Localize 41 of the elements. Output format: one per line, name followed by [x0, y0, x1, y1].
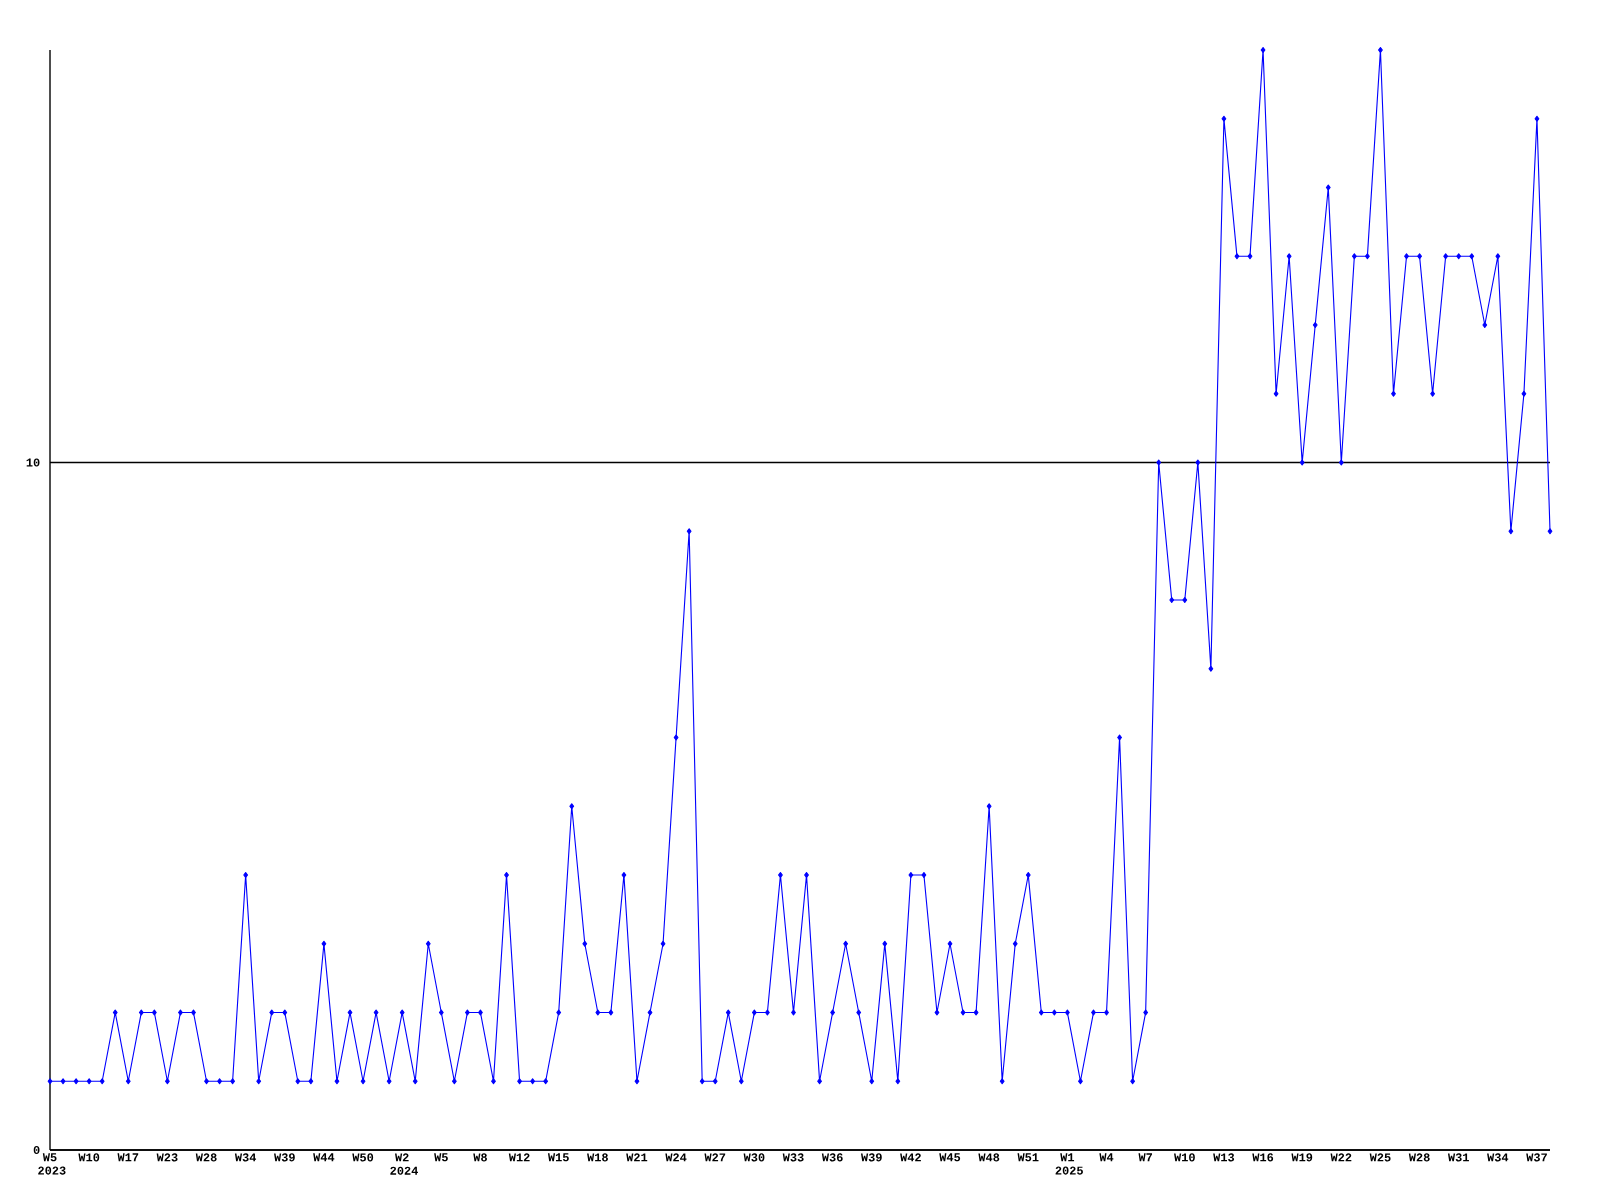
x-tick-label: W22 — [1330, 1153, 1352, 1162]
x-tick-label: W51 — [1017, 1153, 1039, 1162]
x-tick-label: W10 — [1174, 1153, 1195, 1162]
x-tick-label: W31 — [1447, 1153, 1469, 1162]
x-tick-label: W4 — [1099, 1153, 1114, 1162]
x-tick-label: W17 — [117, 1153, 139, 1162]
x-tick-label: W39 — [274, 1153, 295, 1162]
x-tick-label: W15 — [547, 1153, 569, 1162]
x-tick-label: W21 — [626, 1153, 648, 1162]
x-tick-label: W1 2025 — [1055, 1153, 1083, 1175]
x-tick-label: W16 — [1252, 1153, 1274, 1162]
x-tick-label: W25 — [1369, 1153, 1391, 1162]
x-tick-label: W12 — [508, 1153, 530, 1162]
x-tick-label: W18 — [587, 1153, 608, 1162]
x-tick-label: W33 — [782, 1153, 804, 1162]
x-tick-label: W19 — [1291, 1153, 1313, 1162]
x-tick-label: W27 — [704, 1153, 726, 1162]
x-tick-label: W42 — [900, 1153, 921, 1162]
x-tick-label: W23 — [156, 1153, 178, 1162]
x-tick-label: W8 — [473, 1153, 487, 1162]
x-tick-label: W28 — [1408, 1153, 1430, 1162]
x-tick-label: W5 — [434, 1153, 448, 1162]
x-tick-label: W30 — [743, 1153, 765, 1162]
x-tick-label: W36 — [821, 1153, 843, 1162]
x-tick-label: W5 2023 — [38, 1153, 66, 1175]
y-tick-label: 10 — [26, 458, 40, 467]
x-tick-label: W34 — [1487, 1153, 1509, 1162]
x-tick-label: W37 — [1526, 1153, 1547, 1162]
x-tick-label: W2 2024 — [390, 1153, 418, 1175]
x-tick-label: W13 — [1213, 1153, 1235, 1162]
x-tick-label: W44 — [313, 1153, 335, 1162]
x-tick-label: W24 — [665, 1153, 687, 1162]
x-tick-label: W34 — [234, 1153, 257, 1162]
x-tick-label: W50 — [352, 1153, 374, 1162]
x-tick-label: W39 — [860, 1153, 882, 1162]
x-tick-label: W7 — [1138, 1153, 1153, 1162]
x-tick-label: W45 — [939, 1153, 961, 1162]
x-tick-label: W10 — [78, 1153, 100, 1162]
y-tick-label: 0 — [33, 1145, 40, 1155]
x-tick-label: W48 — [978, 1153, 1000, 1162]
x-tick-label: W28 — [195, 1153, 217, 1162]
